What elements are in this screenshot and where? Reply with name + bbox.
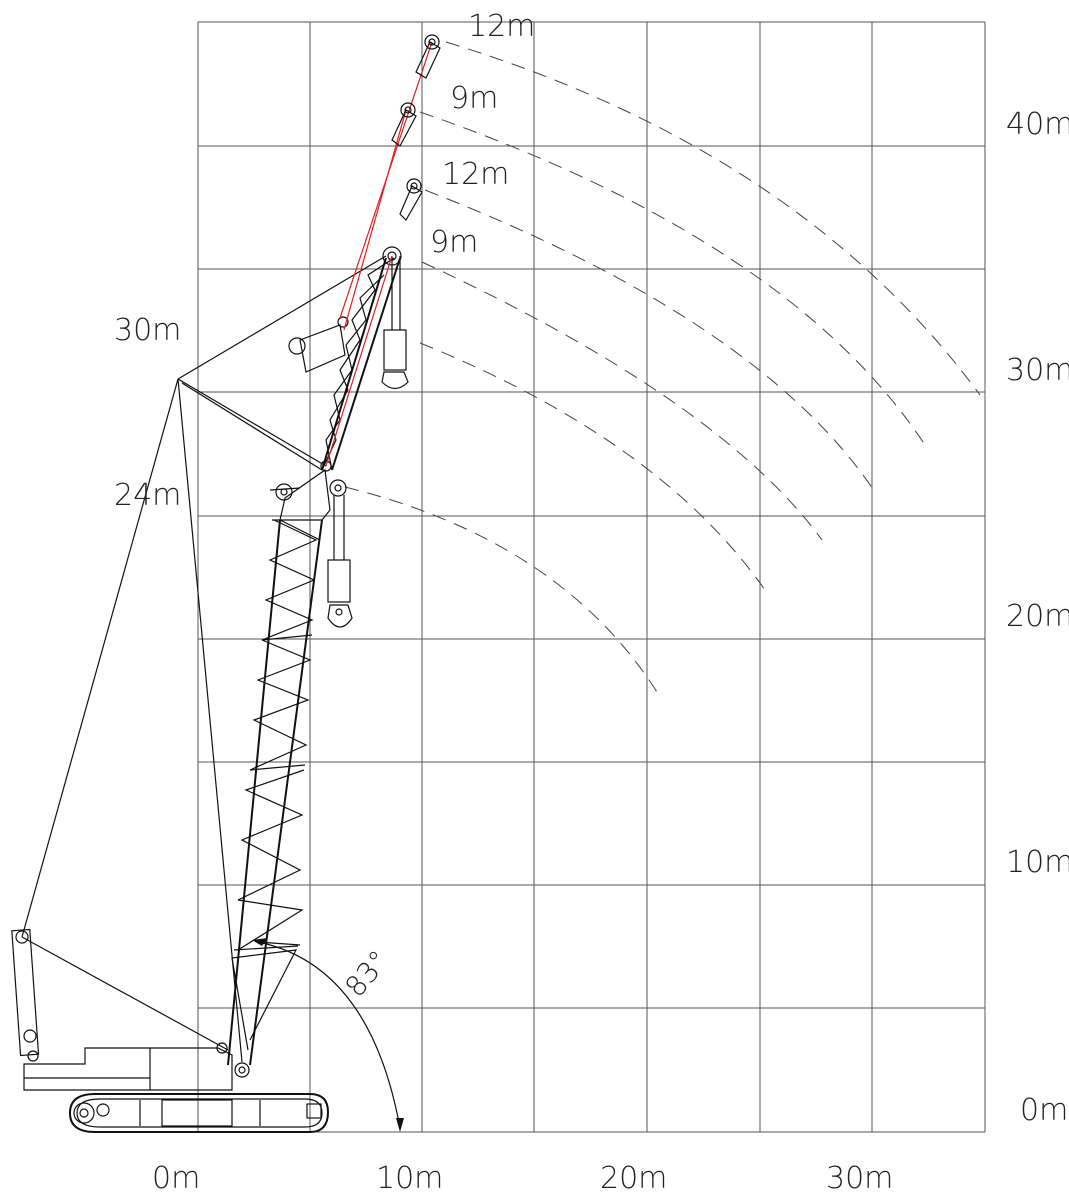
mast <box>11 378 229 1057</box>
jib-label-12m-upper: 12m <box>468 9 535 44</box>
boom-label-24m: 24m <box>114 478 181 513</box>
x-label-20: 20m <box>600 1161 667 1196</box>
jib-label-9m-upper: 9m <box>450 81 498 116</box>
jib-label-12m-lower: 12m <box>442 157 509 192</box>
x-label-0: 0m <box>152 1161 200 1196</box>
y-label-40: 40m <box>1006 107 1069 142</box>
boom-head <box>177 378 347 1063</box>
x-label-10: 10m <box>376 1161 443 1196</box>
luffing-jib <box>177 246 409 471</box>
crawler-track <box>68 1093 330 1133</box>
y-label-0: 0m <box>1020 1093 1068 1128</box>
fixed-jib <box>325 34 441 467</box>
boom-angle-indicator: 83° <box>252 938 404 1132</box>
upper-body <box>23 1042 233 1091</box>
boom-label-30m: 30m <box>114 313 181 348</box>
main-boom <box>227 519 323 1078</box>
jib-label-9m-lower: 9m <box>430 225 478 260</box>
working-range-arcs <box>344 41 981 693</box>
hook-block-lower <box>327 495 353 628</box>
grid <box>197 21 986 1133</box>
y-label-30: 30m <box>1006 353 1069 388</box>
y-label-10: 10m <box>1006 845 1069 880</box>
x-label-30: 30m <box>826 1161 893 1196</box>
angle-label: 83° <box>339 944 396 1003</box>
y-label-20: 20m <box>1006 599 1069 634</box>
